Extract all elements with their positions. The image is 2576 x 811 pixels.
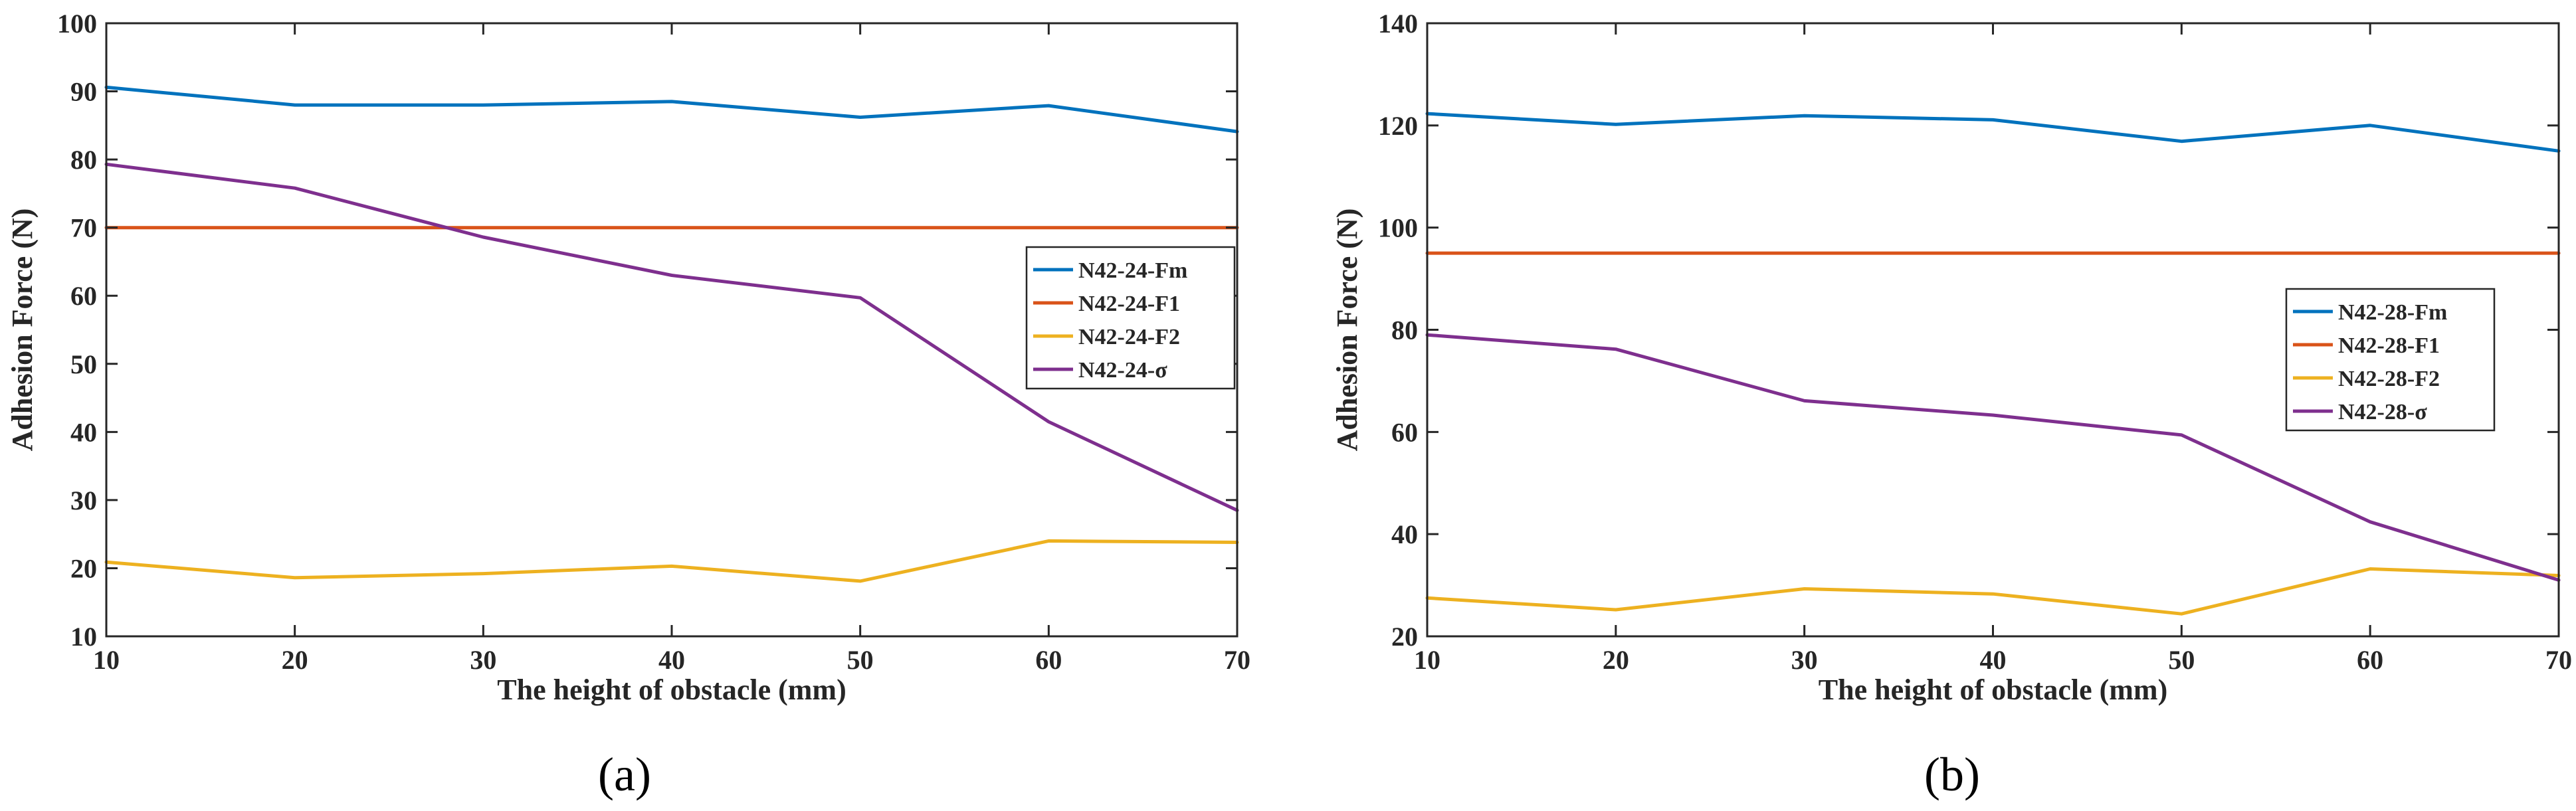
- series-line-4: [104, 162, 1239, 512]
- legend-entry-2: N42-28-F1: [2338, 333, 2440, 358]
- y-tick-label: 50: [70, 349, 97, 379]
- series-line-3: [1425, 567, 2561, 616]
- y-tick-label: 60: [1391, 417, 1418, 447]
- legend: N42-28-Fm N42-28-F1 N42-28-F2 N42-28-σ: [2285, 288, 2496, 432]
- legend: N42-24-Fm N42-24-F1 N42-24-F2 N42-24-σ: [1025, 246, 1236, 390]
- x-tick-label: 60: [2357, 645, 2383, 675]
- series-line-4: [1425, 333, 2561, 582]
- x-tick-label: 60: [1035, 645, 1062, 675]
- y-tick-label: 70: [70, 213, 97, 243]
- x-tick-label: 30: [1791, 645, 1818, 675]
- legend-entry-2: N42-24-F1: [1078, 292, 1180, 316]
- x-tick-label: 20: [282, 645, 308, 675]
- chart-panel-a: 10 20 30 40 50 60 70 10 20 30 40 50 60 70 80 90 100 The h…: [6, 9, 1250, 801]
- legend-entry-3: N42-24-F2: [1078, 325, 1180, 349]
- x-tick-label: 50: [2168, 645, 2195, 675]
- x-tick-label: 50: [847, 645, 874, 675]
- panel-label: (a): [598, 748, 651, 801]
- y-tick-label: 30: [70, 486, 97, 515]
- legend-entry-1: N42-28-Fm: [2338, 300, 2447, 325]
- y-tick-label: 120: [1378, 111, 1418, 141]
- legend-entry-3: N42-28-F2: [2338, 367, 2440, 391]
- y-tick-label: 80: [70, 145, 97, 175]
- y-tick-label: 40: [70, 417, 97, 447]
- series-line-1: [104, 85, 1239, 134]
- y-tick-label: 80: [1391, 315, 1418, 345]
- legend-entry-1: N42-24-Fm: [1078, 258, 1187, 283]
- x-tick-label: 40: [1980, 645, 2007, 675]
- series-line-3: [104, 539, 1239, 583]
- x-axis-label: The height of obstacle (mm): [1819, 674, 2168, 706]
- y-tick-label: 100: [1378, 213, 1418, 243]
- x-axis-label: The height of obstacle (mm): [497, 674, 846, 706]
- x-tick-label: 70: [2545, 645, 2572, 675]
- y-tick-label: 20: [1391, 622, 1418, 652]
- x-tick-label: 10: [1414, 645, 1440, 675]
- x-tick-label: 30: [470, 645, 496, 675]
- series-line-1: [1425, 112, 2561, 153]
- y-tick-label: 40: [1391, 519, 1418, 549]
- y-tick-label: 10: [70, 622, 97, 652]
- legend-entry-4: N42-24-σ: [1078, 358, 1167, 383]
- x-tick-label: 20: [1603, 645, 1629, 675]
- y-tick-label: 90: [70, 77, 97, 107]
- y-axis-label: Adhesion Force (N): [1331, 209, 1363, 452]
- y-axis-label: Adhesion Force (N): [6, 209, 39, 452]
- x-tick-label: 70: [1224, 645, 1250, 675]
- y-tick-label: 60: [70, 281, 97, 311]
- y-tick-label: 100: [57, 9, 97, 39]
- y-tick-label: 20: [70, 553, 97, 583]
- x-tick-label: 10: [93, 645, 120, 675]
- panel-label: (b): [1924, 748, 1980, 801]
- legend-entry-4: N42-28-σ: [2338, 400, 2427, 424]
- x-tick-label: 40: [658, 645, 685, 675]
- y-tick-label: 140: [1378, 9, 1418, 39]
